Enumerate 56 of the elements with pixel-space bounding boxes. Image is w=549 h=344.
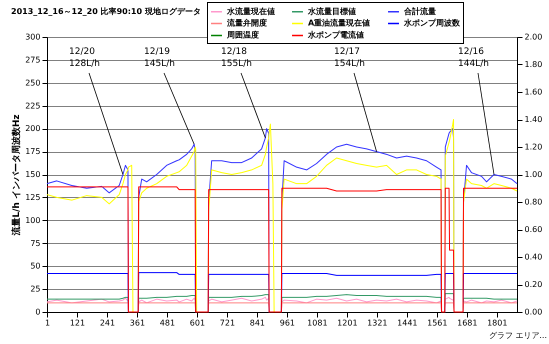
x-tick-label: 601: [190, 318, 206, 328]
y-axis-title: 流量L/h インバータ周波数Hz: [11, 114, 22, 237]
legend-label: A重油流量現在値: [308, 18, 370, 28]
y-tick-label: 50: [30, 262, 40, 271]
y2-tick-label: 1.00: [524, 170, 542, 179]
y2-tick-label: 2.00: [524, 32, 542, 42]
text: グラフ エリア...: [488, 331, 547, 340]
annotation: 12/19 145L/h: [144, 47, 175, 69]
y-tick-label: 200: [25, 124, 40, 134]
legend-label: 周囲温度: [226, 30, 259, 40]
y2-tick-label: 1.40: [524, 115, 542, 124]
x-tick-label: 241: [100, 318, 116, 328]
y2-tick-label: 0.20: [524, 280, 542, 289]
x-tick-label: 361: [130, 318, 146, 328]
y2-tick-label: 1.80: [524, 60, 542, 69]
legend-label: 流量弁開度: [226, 18, 267, 28]
y-tick-label: 250: [25, 78, 40, 88]
x-tick-label: 1321: [367, 318, 388, 328]
y-tick-label: 100: [25, 216, 40, 225]
y-tick-label: 175: [25, 147, 40, 156]
legend-label: 水流量現在値: [226, 6, 275, 16]
y2-tick-label: 0.80: [524, 198, 542, 206]
y2-tick-label: 0.60: [524, 225, 542, 234]
chart-title: 2013_12_16～12_20 比率90:10 現地ログデータ: [11, 6, 201, 16]
x-tick-label: 841: [250, 318, 266, 328]
y-tick-label: 300: [25, 32, 40, 42]
x-tick-label: 1561: [427, 318, 448, 328]
x-tick-label: 1081: [307, 318, 328, 328]
y-tick-label: 275: [25, 55, 40, 64]
y-tick-label: 225: [25, 101, 40, 110]
legend-label: 合計流量: [403, 6, 436, 16]
y2-tick-label: 0.40: [524, 252, 542, 262]
x-tick-label: 961: [280, 318, 296, 328]
annotation: 12/17 154L/h: [334, 47, 365, 69]
y-tick-label: 25: [30, 284, 40, 294]
y2-tick-label: 1.20: [524, 142, 542, 152]
legend-label: 水ポンプ電流値: [307, 30, 364, 40]
annotation: 12/20 128L/h: [69, 47, 100, 69]
x-tick-label: 121: [70, 318, 86, 328]
annotation: 12/18 155L/h: [221, 47, 252, 69]
x-tick-label: 481: [160, 318, 176, 328]
legend-label: 水流量目標値: [307, 6, 356, 16]
x-tick-label: 1801: [487, 318, 508, 328]
y-tick-label: 150: [25, 170, 40, 179]
y-tick-label: 0: [35, 308, 40, 316]
y-tick-label: 125: [25, 192, 40, 202]
y2-tick-label: 0.00: [524, 308, 542, 316]
x-tick-label: 1: [44, 318, 50, 328]
x-tick-label: 1441: [397, 318, 418, 328]
y-tick-label: 75: [30, 238, 40, 248]
y2-tick-label: 1.60: [524, 88, 542, 96]
legend-label: 水ポンプ周波数: [403, 18, 461, 28]
x-tick-label: 721: [220, 318, 236, 328]
annotation: 12/16 144L/h: [458, 47, 489, 69]
x-tick-label: 1681: [457, 318, 478, 328]
x-tick-label: 1201: [337, 318, 358, 328]
